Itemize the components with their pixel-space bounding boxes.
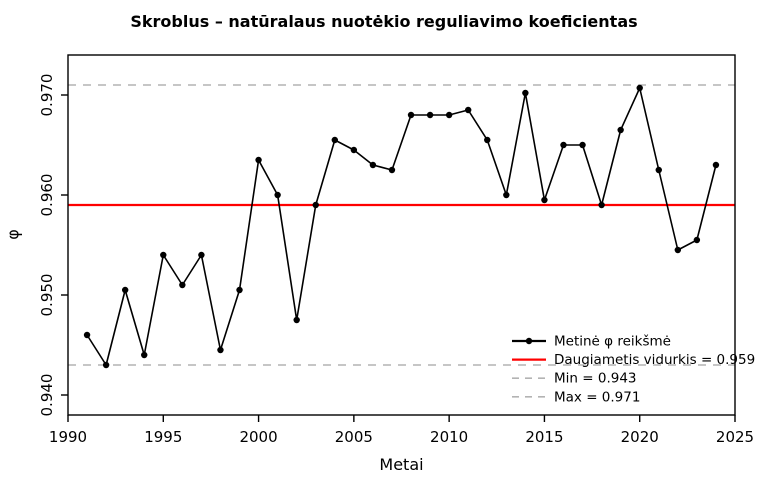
data-point	[350, 146, 358, 154]
data-point	[83, 331, 91, 339]
data-point	[388, 166, 396, 174]
chart-title: Skroblus – natūralaus nuotėkio reguliavi…	[130, 12, 638, 31]
data-point	[217, 346, 224, 354]
data-point	[712, 161, 720, 169]
data-point	[484, 136, 491, 144]
data-point	[636, 84, 643, 92]
y-tick-label: 0.970	[38, 74, 56, 117]
legend-item-label: Metinė φ reikšmė	[554, 334, 671, 350]
data-point	[198, 251, 205, 259]
x-tick-label: 2000	[239, 428, 277, 446]
y-axis-label: φ	[3, 229, 23, 240]
x-axis-label: Metai	[379, 455, 424, 474]
data-point	[522, 89, 529, 97]
data-point	[598, 201, 605, 209]
data-point	[465, 106, 472, 114]
plot-box	[67, 54, 736, 416]
data-point	[179, 281, 186, 289]
data-point	[617, 126, 624, 134]
legend-sample-marker	[525, 337, 533, 345]
series-line	[86, 87, 717, 366]
x-tick-label: 1990	[49, 428, 87, 446]
x-tick-label: 2005	[335, 428, 373, 446]
data-point	[503, 191, 510, 199]
y-tick-label: 0.950	[38, 274, 56, 317]
data-point	[312, 201, 319, 209]
data-point	[369, 161, 377, 169]
legend-item-label: Min = 0.943	[554, 371, 637, 387]
data-point	[141, 351, 148, 359]
data-point	[274, 191, 281, 199]
data-point	[331, 136, 338, 144]
x-tick-label: 2015	[525, 428, 563, 446]
data-point	[102, 361, 110, 369]
data-point	[655, 166, 662, 174]
data-point	[160, 251, 167, 259]
data-point	[236, 286, 243, 294]
data-point	[445, 111, 453, 119]
data-point	[560, 141, 567, 149]
x-tick-label: 2020	[621, 428, 659, 446]
data-point	[579, 141, 586, 149]
data-point	[541, 196, 548, 204]
data-point	[693, 236, 701, 244]
y-tick-label: 0.940	[38, 374, 56, 417]
legend-item-label: Daugiametis vidurkis = 0.959	[554, 352, 755, 368]
data-point	[407, 111, 415, 119]
data-point	[293, 316, 300, 324]
x-tick-label: 1995	[144, 428, 182, 446]
data-point	[255, 156, 262, 164]
data-point	[121, 286, 129, 294]
x-tick-label: 2010	[430, 428, 468, 446]
y-tick-label: 0.960	[38, 174, 56, 217]
x-tick-label: 2025	[716, 428, 754, 446]
legend-item-label: Max = 0.971	[554, 389, 640, 405]
data-point	[674, 246, 682, 254]
data-point	[426, 111, 434, 119]
